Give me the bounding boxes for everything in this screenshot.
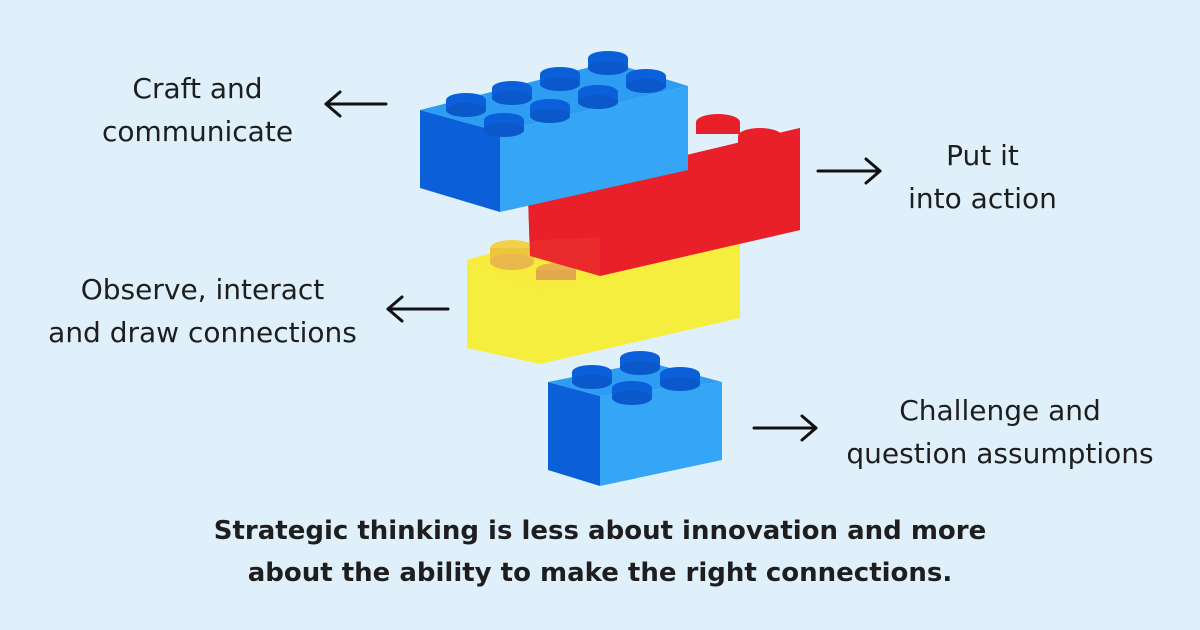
blue-bottom-brick-studs: [572, 351, 700, 405]
label-challenge-and-question: Challenge and question assumptions: [820, 389, 1180, 475]
arrows: [324, 90, 882, 442]
left-arrow: [386, 295, 450, 323]
label-craft-and-communicate: Craft and communicate: [70, 67, 325, 153]
label-line: question assumptions: [846, 437, 1154, 470]
label-line: Put it: [946, 139, 1019, 172]
blue-bottom-brick: [548, 351, 722, 486]
label-put-it-into-action: Put it into action: [880, 134, 1085, 220]
yellow-brick-studs: [490, 240, 576, 280]
blue-top-brick-front: [420, 110, 500, 212]
caption-line-1: Strategic thinking is less about innovat…: [213, 516, 987, 546]
label-line: communicate: [101, 115, 294, 148]
label-observe-interact: Observe, interact and draw connections: [20, 268, 385, 354]
label-line: Challenge and: [899, 394, 1101, 427]
left-arrow: [324, 90, 388, 118]
label-line: Craft and: [132, 72, 263, 105]
blue-top-brick-top: [420, 62, 688, 132]
blue-bottom-brick-side: [600, 382, 722, 486]
caption-line-2: about the ability to make the right conn…: [247, 558, 953, 588]
caption: Strategic thinking is less about innovat…: [100, 510, 1100, 594]
label-line: into action: [908, 182, 1057, 215]
label-line: Observe, interact: [80, 273, 325, 306]
right-arrow: [816, 157, 882, 185]
blue-top-brick-studs: [446, 51, 666, 137]
right-arrow: [752, 414, 818, 442]
blue-top-brick: [420, 51, 688, 212]
blue-bottom-brick-front: [548, 382, 600, 486]
label-line: and draw connections: [48, 316, 357, 349]
blue-top-brick-side: [500, 86, 688, 212]
